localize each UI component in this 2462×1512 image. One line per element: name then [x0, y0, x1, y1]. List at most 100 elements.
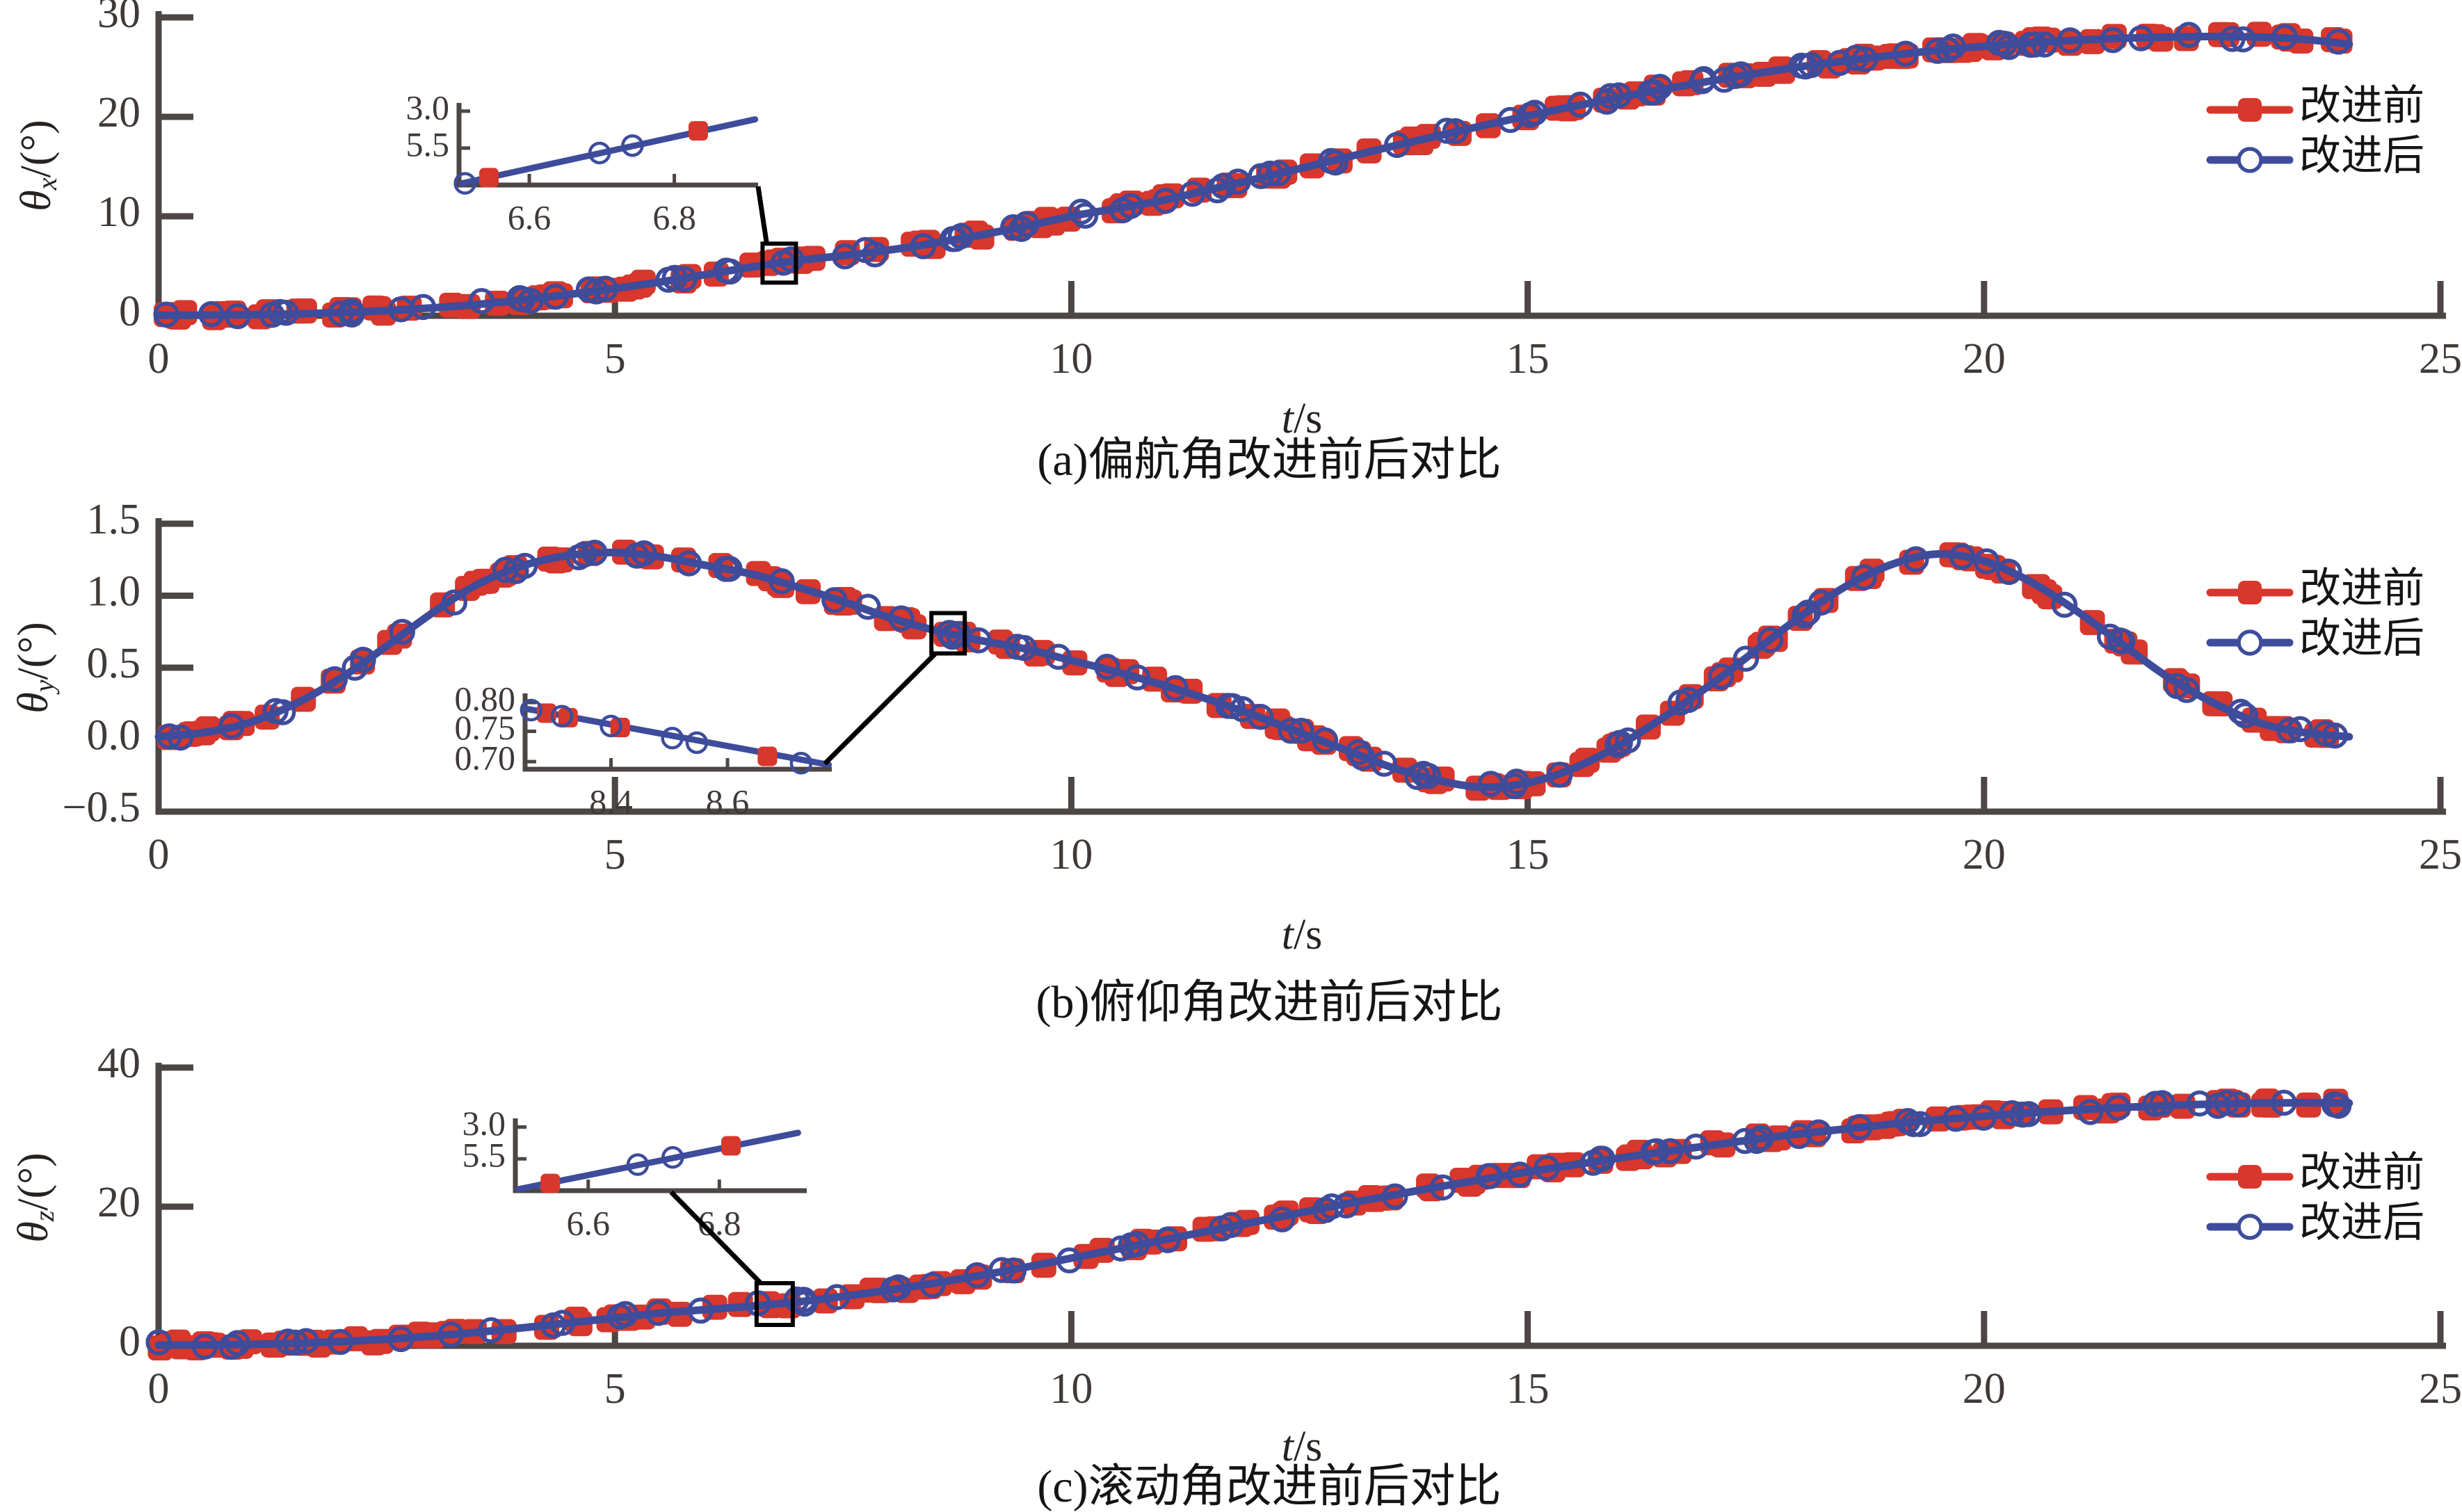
- chart-c-x-axis-label: t/s: [1282, 1423, 1323, 1470]
- x-tick-label-c: 25: [2419, 1365, 2462, 1413]
- inset-after-marker-b: [789, 752, 813, 775]
- series-after-markers-b: [156, 539, 2349, 799]
- chart-c-roll-angle: 0 20 40 0 5 10 15 20 25 3.05.56.6 6.8 θz/(°) t/s (…: [10, 1040, 2462, 1512]
- x-tick-label-c: 0: [148, 1365, 170, 1413]
- series-after-markers-c: [145, 1089, 2352, 1360]
- inset-x-tick-label-c: 6.6: [567, 1203, 611, 1242]
- chart-a-plot-area: 0 10 20 30 0 5 10 15 20 25 3.05.5 6.6 6.8: [97, 0, 2462, 383]
- x-tick-label-b: 25: [2419, 831, 2462, 878]
- y-tick-label-a: 10: [97, 188, 140, 236]
- series-after-markers-a: [153, 22, 2352, 330]
- x-tick-label-b: 0: [148, 831, 170, 878]
- x-tick-label-b: 5: [604, 831, 626, 878]
- y-tick-label-a: 0: [119, 288, 140, 335]
- inset-b: 0.800.750.70 8.4 8.6: [455, 679, 832, 821]
- inset-y-tick-label-b: 0.70: [455, 739, 516, 778]
- chart-b-y-axis-label: θy/(°): [10, 622, 60, 714]
- zoom-region-rect-c: [754, 1281, 795, 1327]
- chart-b-x-axis-label: t/s: [1282, 911, 1323, 958]
- x-tick-label-b: 10: [1049, 831, 1093, 878]
- inset-before-marker-b: [558, 707, 578, 727]
- x-tick-label-c: 15: [1506, 1365, 1550, 1413]
- chart-a-x-axis-label: t/s: [1282, 395, 1323, 442]
- chart-c-y-axis-label: θz/(°): [10, 1152, 60, 1242]
- x-tick-label-c: 5: [604, 1365, 626, 1413]
- inset-after-marker-b: [520, 698, 543, 722]
- y-tick-label-b: 0.0: [87, 712, 141, 759]
- zoom-region-rect-a: [760, 241, 798, 285]
- x-tick-label-a: 15: [1506, 335, 1550, 383]
- inset-y-tick-label-b: 0.80: [455, 679, 516, 718]
- inset-y-tick-label-a: 3.0: [406, 88, 450, 127]
- legend-marker-after-b: [2237, 629, 2263, 656]
- zoom-callout-line-c: [669, 1190, 763, 1285]
- chart-c-legend-label-after: 改进后: [2299, 1200, 2424, 1246]
- legend-marker-before-c: [2238, 1165, 2262, 1189]
- axes-b: −0.5 0.0 0.5 1.0 1.5 0 5 10 15 20 25: [63, 496, 2462, 878]
- y-tick-label-c: 0: [119, 1318, 140, 1365]
- y-tick-label-b: 0.5: [87, 640, 141, 687]
- legend-marker-before-b: [2238, 581, 2262, 604]
- chart-b-pitch-angle: −0.5 0.0 0.5 1.0 1.5 0 5 10 15 20 25 0.800.750.70 8.…: [10, 496, 2462, 1028]
- x-tick-label-a: 0: [148, 335, 170, 383]
- inset-after-marker-b: [685, 731, 709, 755]
- inset-after-marker-b: [550, 705, 574, 727]
- x-tick-label-b: 20: [1963, 831, 2006, 878]
- inset-before-marker-c: [721, 1136, 741, 1156]
- inset-x-tick-label-b: 8.6: [706, 782, 750, 821]
- y-tick-label-a: 30: [97, 0, 140, 37]
- inset-after-line-c: [515, 1129, 801, 1193]
- legend-marker-after-a: [2237, 147, 2263, 173]
- inset-x-tick-label-b: 8.4: [589, 782, 633, 821]
- inset-after-marker-a: [621, 134, 644, 157]
- axes-a: 0 10 20 30 0 5 10 15 20 25: [97, 0, 2462, 383]
- chart-b-plot-area: −0.5 0.0 0.5 1.0 1.5 0 5 10 15 20 25 0.800.750.70 8.…: [63, 496, 2462, 878]
- inset-x-tick-label-a: 6.6: [508, 198, 552, 236]
- inset-after-marker-b: [600, 714, 622, 738]
- series-after-line-a: [154, 33, 2354, 319]
- chart-a-yaw-angle: 0 10 20 30 0 5 10 15 20 25 3.05.5 6.6 6.8 θx/(°) t/s…: [13, 0, 2462, 485]
- chart-a-y-axis-label: θx/(°): [13, 120, 63, 211]
- x-tick-label-c: 10: [1049, 1365, 1093, 1413]
- inset-after-marker-a: [453, 172, 476, 195]
- inset-after-marker-b: [661, 727, 684, 750]
- inset-c: 3.05.56.6 6.8: [462, 1104, 807, 1242]
- chart-c-caption: (c)滚动角改进前后对比: [1037, 1461, 1501, 1512]
- y-tick-label-b: 1.5: [87, 496, 141, 543]
- x-tick-label-a: 25: [2419, 335, 2462, 383]
- inset-y-tick-label-b: 0.75: [455, 708, 516, 747]
- inset-y-tick-label-a: 5.5: [406, 124, 450, 163]
- inset-after-marker-a: [588, 141, 611, 165]
- chart-b-legend-label-before: 改进前: [2299, 565, 2424, 611]
- series-after-line-c: [154, 1099, 2354, 1349]
- zoom-region-rect-b: [929, 611, 967, 656]
- y-tick-label-c: 40: [97, 1040, 140, 1087]
- inset-x-tick-label-a: 6.8: [652, 198, 696, 236]
- x-tick-label-a: 10: [1049, 335, 1093, 383]
- chart-c-plot-area: 0 20 40 0 5 10 15 20 25 3.05.56.6 6.8: [97, 1040, 2462, 1413]
- y-tick-label-b: −0.5: [63, 784, 140, 831]
- chart-c-legend-label-before: 改进前: [2299, 1150, 2424, 1196]
- inset-a: 3.05.5 6.6 6.8: [406, 88, 759, 236]
- y-tick-label-b: 1.0: [87, 568, 141, 616]
- x-tick-label-a: 20: [1963, 335, 2006, 383]
- chart-a-caption: (a)偏航角改进前后对比: [1037, 435, 1501, 485]
- legend-marker-after-c: [2237, 1214, 2263, 1240]
- inset-y-tick-label-c: 3.0: [462, 1104, 506, 1143]
- y-tick-label-a: 20: [97, 89, 140, 136]
- inset-after-marker-c: [626, 1153, 650, 1176]
- y-tick-label-c: 20: [97, 1179, 140, 1226]
- inset-before-marker-a: [689, 121, 708, 141]
- x-tick-label-b: 15: [1506, 831, 1550, 878]
- chart-a-legend-label-after: 改进后: [2299, 133, 2424, 179]
- legend-c: [2206, 1165, 2294, 1240]
- x-tick-label-c: 20: [1963, 1365, 2006, 1413]
- chart-a-legend-label-before: 改进前: [2299, 83, 2424, 129]
- axes-c: 0 20 40 0 5 10 15 20 25: [97, 1040, 2462, 1413]
- x-tick-label-a: 5: [604, 335, 626, 383]
- zoom-callout-line-b: [823, 652, 938, 766]
- chart-b-caption: (b)俯仰角改进前后对比: [1036, 977, 1503, 1028]
- legend-b: [2206, 581, 2294, 656]
